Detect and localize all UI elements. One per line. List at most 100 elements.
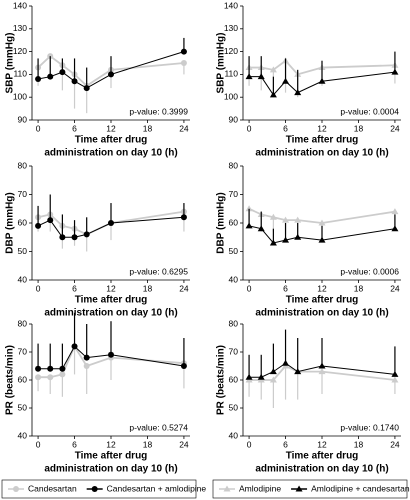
- x-tick-label: 6: [283, 439, 288, 449]
- x-tick-label: 6: [72, 439, 77, 449]
- y-tick-label: 40: [229, 430, 239, 440]
- y-tick-label: 50: [229, 246, 239, 256]
- marker: [269, 91, 277, 98]
- x-tick-label: 24: [179, 283, 189, 293]
- p-value: p-value: 0.3999: [129, 106, 188, 116]
- x-tick-label: 0: [247, 439, 252, 449]
- y-tick-label: 90: [229, 114, 239, 124]
- y-tick-label: 110: [13, 69, 27, 79]
- marker: [245, 205, 253, 212]
- x-axis-label: Time after drug: [286, 295, 359, 306]
- x-tick-label: 24: [390, 439, 400, 449]
- p-value: p-value: 0.1740: [340, 422, 399, 432]
- marker: [71, 78, 78, 85]
- y-tick-label: 40: [229, 274, 239, 284]
- marker: [257, 373, 265, 380]
- x-tick-label: 12: [106, 439, 116, 449]
- marker: [282, 216, 290, 223]
- marker: [108, 220, 114, 226]
- marker: [269, 66, 277, 73]
- x-axis-label: administration on day 10 (h): [44, 308, 177, 319]
- marker: [91, 486, 98, 492]
- x-tick-label: 24: [390, 283, 400, 293]
- marker: [294, 216, 302, 223]
- marker: [59, 69, 66, 76]
- marker: [83, 354, 90, 361]
- y-tick-label: 70: [18, 189, 28, 199]
- marker: [180, 214, 187, 221]
- p-value: p-value: 0.6295: [129, 266, 188, 276]
- x-tick-label: 18: [354, 123, 364, 133]
- y-tick-label: 40: [18, 430, 28, 440]
- marker: [391, 370, 399, 377]
- y-tick-label: 60: [229, 374, 239, 384]
- x-tick-label: 18: [143, 439, 153, 449]
- marker: [391, 208, 399, 215]
- marker: [245, 373, 253, 380]
- marker: [47, 365, 54, 372]
- x-tick-label: 6: [283, 123, 288, 133]
- x-axis-label: administration on day 10 (h): [44, 148, 177, 159]
- legend-label: Candesartan + amlodipine: [107, 483, 207, 493]
- marker: [257, 225, 265, 232]
- x-tick-label: 18: [354, 283, 364, 293]
- marker: [59, 365, 66, 372]
- marker: [269, 213, 277, 220]
- marker: [180, 48, 187, 55]
- marker: [318, 77, 326, 84]
- marker: [47, 374, 54, 381]
- y-tick-label: 60: [18, 217, 28, 227]
- p-value: p-value: 0.0006: [340, 266, 399, 276]
- y-axis-label: PR (beats/min): [216, 345, 227, 415]
- marker: [282, 236, 290, 243]
- y-tick-label: 140: [224, 0, 238, 10]
- x-tick-label: 12: [317, 123, 327, 133]
- x-tick-label: 0: [247, 123, 252, 133]
- marker: [294, 368, 302, 375]
- y-tick-label: 140: [13, 0, 27, 10]
- y-tick-label: 80: [229, 160, 239, 170]
- marker: [294, 89, 302, 96]
- y-axis-label: PR (beats/min): [5, 345, 16, 415]
- x-tick-label: 12: [106, 283, 116, 293]
- marker: [71, 343, 78, 350]
- legend-label: Amlodipine: [239, 483, 281, 493]
- marker: [35, 374, 42, 381]
- marker: [83, 363, 90, 369]
- y-tick-label: 120: [224, 46, 238, 56]
- marker: [83, 85, 90, 92]
- y-tick-label: 60: [229, 217, 239, 227]
- legend-box: [1, 479, 197, 499]
- marker: [35, 222, 42, 229]
- y-axis-label: SBP (mmHg): [5, 33, 16, 94]
- marker: [391, 68, 399, 75]
- y-tick-label: 130: [13, 23, 27, 33]
- x-tick-label: 6: [72, 283, 77, 293]
- legend-label: Candesartan: [28, 483, 77, 493]
- y-tick-label: 100: [224, 91, 238, 101]
- x-axis-label: administration on day 10 (h): [255, 308, 388, 319]
- x-tick-label: 18: [354, 439, 364, 449]
- y-axis-label: DBP (mmHg): [216, 192, 227, 253]
- x-tick-label: 0: [36, 439, 41, 449]
- x-axis-label: Time after drug: [286, 451, 359, 462]
- marker: [59, 371, 66, 378]
- marker: [108, 71, 114, 78]
- y-tick-label: 70: [229, 189, 239, 199]
- marker: [269, 368, 277, 375]
- marker: [59, 234, 66, 241]
- marker: [295, 485, 303, 492]
- marker: [47, 217, 54, 224]
- marker: [83, 231, 90, 238]
- marker: [282, 77, 290, 84]
- y-tick-label: 80: [18, 318, 28, 328]
- x-tick-label: 18: [143, 123, 153, 133]
- x-axis-label: Time after drug: [75, 295, 148, 306]
- marker: [245, 222, 253, 229]
- x-axis-label: Time after drug: [75, 451, 148, 462]
- marker: [318, 368, 326, 375]
- marker: [47, 73, 54, 80]
- y-axis-label: DBP (mmHg): [5, 192, 16, 253]
- marker: [180, 363, 187, 369]
